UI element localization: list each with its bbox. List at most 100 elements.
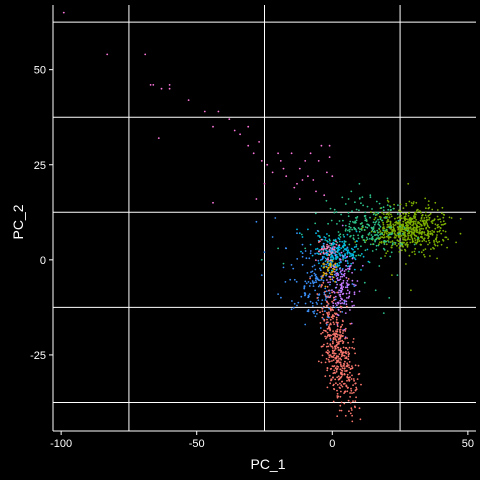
data-point xyxy=(386,226,389,229)
data-point xyxy=(418,210,420,213)
data-point xyxy=(344,254,346,256)
data-point xyxy=(348,292,351,295)
data-point xyxy=(345,300,348,303)
data-point xyxy=(330,378,333,381)
data-point xyxy=(436,215,439,218)
data-point xyxy=(304,160,307,162)
data-point xyxy=(330,249,333,252)
data-point xyxy=(410,219,412,222)
data-point xyxy=(333,369,336,372)
data-point xyxy=(340,372,342,375)
data-point xyxy=(433,243,436,246)
data-point xyxy=(395,220,398,223)
data-point xyxy=(342,335,344,337)
data-point xyxy=(341,293,344,295)
data-point xyxy=(314,289,316,292)
data-point xyxy=(355,245,358,248)
data-point xyxy=(323,247,326,250)
data-point xyxy=(348,228,351,231)
data-point xyxy=(352,248,354,251)
data-point xyxy=(375,248,378,251)
data-point xyxy=(341,224,344,227)
data-point xyxy=(335,275,338,277)
data-point xyxy=(364,226,367,228)
data-point xyxy=(436,209,439,211)
data-point xyxy=(277,152,279,155)
data-point xyxy=(343,299,345,302)
data-point xyxy=(316,247,319,250)
data-point xyxy=(438,240,441,243)
data-point xyxy=(428,235,430,238)
data-point xyxy=(419,219,422,222)
data-point xyxy=(304,323,307,326)
data-point xyxy=(325,263,327,266)
data-point xyxy=(415,227,418,230)
data-point xyxy=(331,300,333,303)
data-point xyxy=(327,281,329,284)
data-point xyxy=(317,299,320,302)
data-point xyxy=(380,257,382,260)
data-point xyxy=(391,230,394,233)
data-point xyxy=(414,223,417,225)
data-point xyxy=(292,306,295,309)
data-point xyxy=(388,226,391,229)
data-point xyxy=(335,355,338,357)
data-point xyxy=(387,218,389,221)
data-point xyxy=(344,286,347,289)
data-point xyxy=(413,243,416,246)
data-point xyxy=(357,227,360,229)
data-point xyxy=(374,289,377,292)
data-point xyxy=(415,219,417,221)
data-point xyxy=(304,280,307,283)
data-point xyxy=(344,312,347,314)
data-point xyxy=(339,348,342,351)
data-point xyxy=(436,257,438,260)
data-point xyxy=(385,232,388,235)
data-point xyxy=(348,295,351,298)
data-point xyxy=(434,201,437,204)
data-point xyxy=(423,239,426,242)
data-point xyxy=(409,226,412,229)
data-point xyxy=(420,211,422,214)
data-point xyxy=(309,300,312,303)
data-point xyxy=(332,267,334,270)
data-point xyxy=(424,214,427,217)
data-point xyxy=(338,386,341,389)
data-point xyxy=(434,227,437,230)
data-point xyxy=(324,294,327,296)
data-point xyxy=(354,389,357,391)
data-point xyxy=(308,257,311,260)
data-point xyxy=(339,293,342,296)
data-point xyxy=(414,247,417,250)
data-point xyxy=(347,262,349,265)
data-point xyxy=(331,340,334,343)
data-point xyxy=(347,355,350,358)
data-point xyxy=(349,226,352,229)
data-point xyxy=(409,216,412,219)
data-point xyxy=(369,196,372,199)
data-point xyxy=(354,352,356,355)
data-point xyxy=(354,250,356,253)
data-point xyxy=(317,253,320,255)
data-point xyxy=(322,245,325,248)
data-point xyxy=(410,232,413,234)
data-point xyxy=(360,383,362,386)
data-point xyxy=(332,258,335,260)
data-point xyxy=(377,212,380,215)
data-point xyxy=(335,382,337,385)
data-point xyxy=(348,376,351,379)
data-point xyxy=(362,255,365,258)
data-point xyxy=(296,228,298,231)
data-point xyxy=(360,202,362,205)
data-point xyxy=(282,262,285,265)
data-point xyxy=(335,243,338,246)
data-point xyxy=(342,351,345,354)
data-point xyxy=(346,279,349,282)
data-point xyxy=(382,213,385,216)
data-point xyxy=(417,237,419,239)
data-point xyxy=(336,383,339,386)
data-point xyxy=(328,313,331,315)
data-point xyxy=(298,167,301,170)
data-point xyxy=(350,235,352,237)
data-point xyxy=(355,386,358,389)
